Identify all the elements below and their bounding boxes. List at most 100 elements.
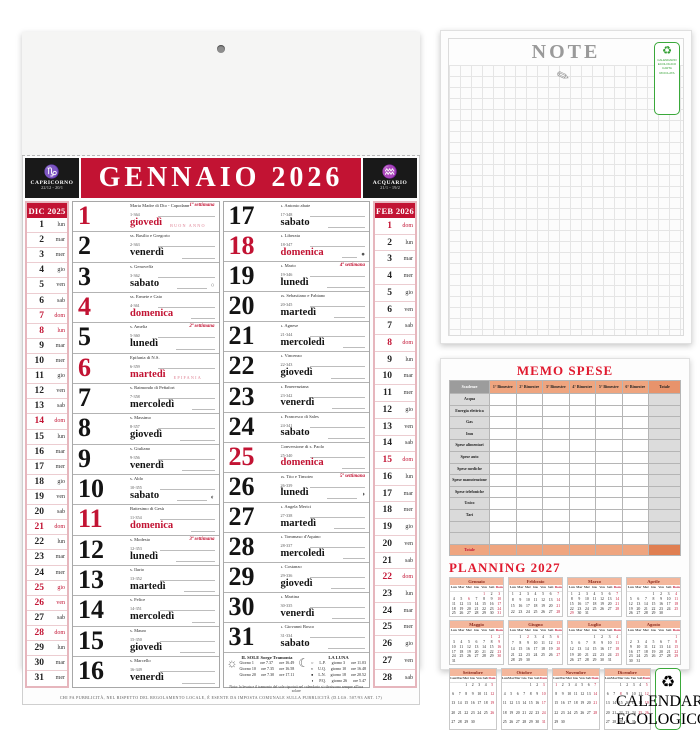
weekday-name: venerdì [280,397,315,409]
saint-name: s. Costanzo [280,564,302,570]
memo-header-cell: 6° Bimestre [622,381,649,394]
mini-day-weekday: ven [404,306,413,313]
mini-day-number: 6 [387,304,392,315]
memo-empty-cell [569,463,596,476]
weekday-name: domenica [130,307,174,319]
day-body: s. Liberata 18-347 domenica ● [281,232,370,261]
day-of-year: 14-351 [130,606,142,612]
mini-day-weekday: mer [403,390,413,397]
day-row: 29 s. Costanzo 29-336 giovedì [223,562,369,592]
memo-header-cell: 5° Bimestre [596,381,623,394]
writing-line [192,621,215,623]
mini-day-weekday: lun [57,222,65,229]
memo-empty-cell [516,486,543,499]
memo-row-label: Spese manutenzione [450,475,490,487]
memo-total-row-cell [490,544,517,557]
day-row: 22 s. Vincenzo 22-343 giovedì [223,351,369,381]
writing-line [181,682,215,684]
day-row: 9 s. Giuliano 9-356 venerdì [73,443,219,474]
memo-empty-cell [516,475,543,487]
writing-line [180,439,215,441]
mini-day-row: 27 ven [375,652,415,669]
writing-line [159,549,215,551]
saint-name: s. Massimo [130,415,151,421]
memo-grand-total-cell [649,544,681,557]
mini-day-weekday: mer [55,675,65,682]
mini-day-number: 7 [39,310,44,321]
saint-name: Battesimo di Gesù [130,506,164,512]
memo-empty-cell [543,521,570,534]
day-of-year: 13-352 [130,576,142,582]
writing-line [159,670,215,673]
mini-day-weekday: mar [403,490,413,497]
mini-day-weekday: ven [56,494,65,501]
mini-day-row: 1 lun [27,218,67,232]
memo-empty-cell [569,486,596,499]
day-row: 13 s. Ilario 13-352 martedì [73,565,219,595]
wall-calendar-january-page: ♑ CAPRICORNO 22/12 - 20/1 GENNAIO 2026 ♒… [22,32,420,705]
next-month-title: FEB 2026 [375,203,415,218]
planning-weekday-header: Lun Mar Mer Gio Ven Sab Dom [553,676,599,683]
mini-day-weekday: mar [403,256,413,263]
day-body: s. Raimondo di Peñafort 7-358 mercoledì [130,384,219,413]
mini-day-number: 22 [382,572,393,583]
mini-day-number: 18 [34,476,45,487]
saint-name: ss. Tito e Timoteo [280,473,314,479]
planning-weekday-header: Lun Mar Mer Gio Ven Sab Dom [501,676,547,683]
mini-day-weekday: lun [57,539,65,546]
memo-empty-cell [596,405,623,418]
mini-day-weekday: sab [57,403,65,410]
day-number: 6 [78,352,91,382]
weekday-name: lunedì [280,276,309,288]
mini-day-weekday: ven [404,423,413,430]
mini-day-number: 19 [382,522,393,533]
saint-name: s. Giuliano [130,445,151,451]
weekday-name: venerdì [130,672,164,683]
writing-line [327,226,365,229]
writing-line [334,316,365,319]
sun-time-row: Giorno 20 ore 7.30 ore 17.11 [239,672,295,678]
memo-total-cell [649,463,681,476]
mini-day-row: 2 lun [375,233,415,251]
day-number: 5 [78,322,91,352]
day-of-year: 4-361 [130,303,140,309]
memo-empty-cell [543,463,570,476]
day-body: Battesimo di Gesù 11-354 domenica [130,505,219,534]
writing-line [157,306,215,309]
writing-line [310,606,365,609]
day-of-year: 31-334 [280,633,293,639]
mini-day-row: 19 ven [27,488,67,504]
decorative-outline-text: BUON ANNO [170,223,206,229]
planning-month-days: 1 2 3 4 5 6 7 8 9 10 11 12 13 14 15 16 17 18 19 20 21 22 23 24 2… [451,591,502,616]
week-number-label: 5ª settimana [339,473,365,479]
day-number: 13 [78,565,104,595]
planning-weekday-header: Lun Mar Mer Gio Ven Sab Dom [509,628,562,635]
writing-line [181,257,215,259]
mini-day-number: 4 [387,271,392,282]
day-body: s. Aldo 10-355 sabato ◐ [130,475,219,504]
mini-day-weekday: gio [57,267,65,274]
mini-day-number: 25 [34,582,45,593]
mini-day-weekday: lun [405,356,413,363]
saint-name: s. Marcello [130,658,151,664]
mini-day-number: 6 [39,295,44,306]
saint-name: s. Francesco di Sales [280,413,319,419]
day-of-year: 12-353 [130,545,142,551]
writing-line [326,497,358,499]
memo-empty-cell [622,417,649,429]
weekday-name: martedì [130,368,166,380]
mini-day-number: 17 [382,488,393,499]
day-of-year: 19-346 [280,272,293,278]
memo-empty-cell [569,428,596,441]
memo-empty-cell [516,533,543,545]
mini-day-number: 8 [387,338,392,348]
mini-day-number: 17 [34,461,45,472]
mini-day-number: 26 [382,639,393,650]
day-number: 22 [228,351,255,381]
day-row: 18 s. Liberata 18-347 domenica ● [223,231,370,261]
memo-empty-cell [490,475,517,487]
mini-day-weekday: sab [405,323,413,330]
writing-line [326,286,365,289]
moon-phase-row: ● L.N. giorno 18 ore 20.52 [311,672,366,678]
